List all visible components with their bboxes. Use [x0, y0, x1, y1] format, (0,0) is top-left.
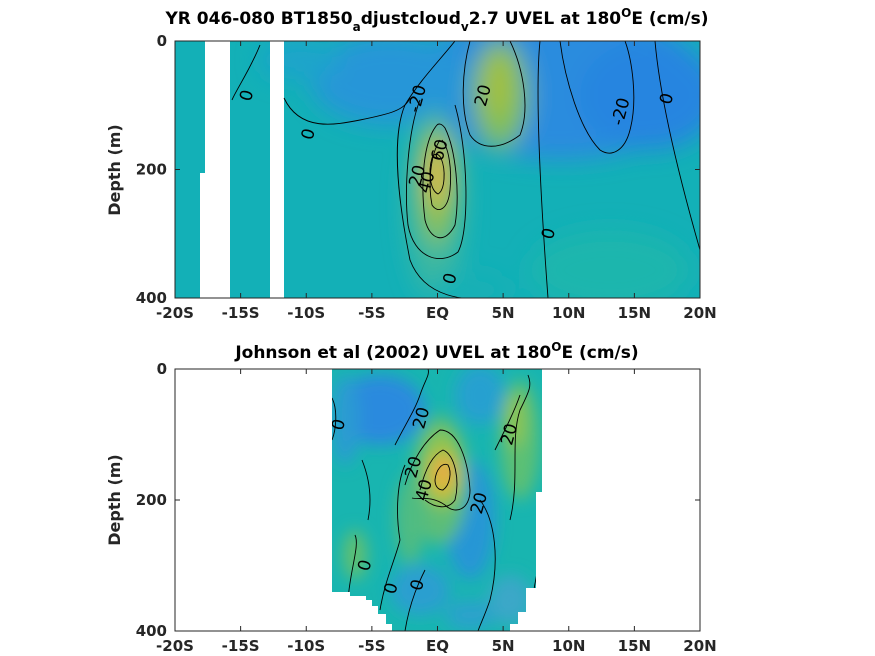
x-tick-label: 15N: [618, 304, 651, 322]
x-tick-label: -15S: [222, 304, 260, 322]
x-tick-label: EQ: [426, 637, 449, 655]
x-tick-label: -10S: [287, 304, 325, 322]
contour-label: 0: [538, 226, 560, 242]
x-tick-label: 10N: [552, 637, 585, 655]
bottom-panel: Johnson et al (2002) UVEL at 180OE (cm/s…: [105, 340, 717, 655]
y-tick-label: 200: [136, 161, 167, 179]
x-tick-label: 10N: [552, 304, 585, 322]
x-tick-label: -15S: [222, 637, 260, 655]
contour-label: 0: [407, 577, 429, 593]
x-tick-label: 5N: [492, 637, 515, 655]
x-tick-label: 5N: [492, 304, 515, 322]
x-tick-label: -5S: [358, 637, 385, 655]
bottom-axes: -20S -15S -10S -5S EQ 5N 10N 15N 20N 0 200 400: [136, 360, 717, 655]
x-tick-label: 15N: [618, 637, 651, 655]
contour-label: 0: [236, 88, 258, 104]
top-y-axis-label: Depth (m): [105, 124, 124, 216]
contour-label: 0: [354, 558, 376, 574]
contour-label: 0: [381, 581, 403, 597]
top-axes: -20S -15S -10S -5S EQ 5N 10N 15N 20N 0 200 400: [136, 32, 717, 322]
x-tick-label: -10S: [287, 637, 325, 655]
x-tick-label: -5S: [358, 304, 385, 322]
y-tick-label: 0: [157, 32, 167, 50]
contour-label: 0: [298, 126, 320, 142]
contour-label: 0: [440, 271, 462, 287]
bottom-y-axis-label: Depth (m): [105, 454, 124, 546]
y-tick-label: 400: [136, 289, 167, 307]
bottom-field: 020202040200000: [332, 369, 542, 631]
x-tick-label: -20S: [156, 637, 194, 655]
y-tick-label: 200: [136, 491, 167, 509]
x-tick-label: EQ: [426, 304, 449, 322]
top-panel: YR 046-080 BT1850adjustcloudv2.7 UVEL at…: [105, 6, 717, 322]
x-tick-label: 20N: [683, 304, 716, 322]
y-tick-label: 400: [136, 622, 167, 640]
y-tick-label: 0: [157, 360, 167, 378]
x-tick-label: -20S: [156, 304, 194, 322]
top-title: YR 046-080 BT1850adjustcloudv2.7 UVEL at…: [164, 6, 708, 34]
bottom-title: Johnson et al (2002) UVEL at 180OE (cm/s…: [234, 340, 638, 363]
contour-label: 0: [656, 91, 678, 107]
x-tick-label: 20N: [683, 637, 716, 655]
